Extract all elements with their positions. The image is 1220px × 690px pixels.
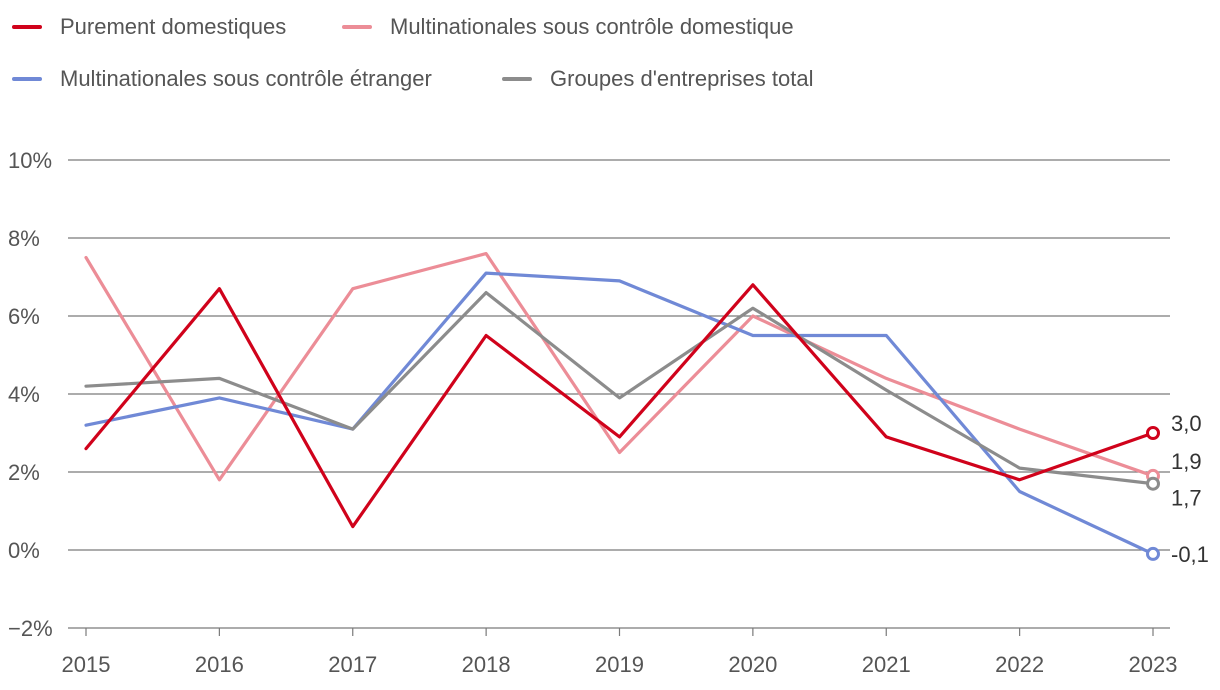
series-line-0 (84, 283, 1155, 529)
legend-label-groupes-entreprises-total: Groupes d'entreprises total (550, 66, 814, 91)
legend-item-multinationales-controle-domestique: Multinationales sous contrôle domestique (342, 14, 794, 40)
x-tick-label-2016: 2016 (195, 652, 244, 677)
end-label-0: 3,0 (1171, 411, 1202, 436)
x-axis-ticks: 2015 2016 2017 2018 2019 2020 2021 2022 2023 (62, 628, 1178, 677)
legend-item-groupes-entreprises-total: Groupes d'entreprises total (502, 66, 813, 92)
x-tick-label-2017: 2017 (328, 652, 377, 677)
end-label-2: -0,1 (1171, 542, 1209, 567)
y-tick-label-1: 8% (8, 226, 40, 251)
legend-label-multinationales-controle-domestique: Multinationales sous contrôle domestique (390, 14, 794, 39)
y-tick-label-4: 2% (8, 460, 40, 485)
end-marker-2 (1146, 546, 1160, 561)
x-tick-label-2020: 2020 (728, 652, 777, 677)
y-tick-label-5: 0% (8, 538, 40, 563)
series-line-1 (84, 252, 1155, 482)
legend-swatch-multinationales-controle-etranger (12, 77, 42, 81)
x-tick-label-2015: 2015 (62, 652, 111, 677)
x-tick-label-2019: 2019 (595, 652, 644, 677)
end-marker-3 (1146, 476, 1160, 491)
legend-swatch-purement-domestiques (12, 25, 42, 29)
end-label-1: 1,9 (1171, 449, 1202, 474)
series-line-2 (84, 271, 1155, 556)
y-axis-ticks: 10% 8% 6% 4% 2% 0% −2% (8, 148, 53, 641)
end-label-3: 1,7 (1171, 486, 1202, 511)
x-tick-label-2022: 2022 (995, 652, 1044, 677)
end-marker-0 (1146, 426, 1160, 440)
gridlines (68, 159, 1170, 629)
y-tick-label-0: 10% (8, 148, 52, 173)
series-lines (84, 252, 1160, 561)
legend-swatch-multinationales-controle-domestique (342, 25, 372, 29)
legend-item-multinationales-controle-etranger: Multinationales sous contrôle étranger (12, 66, 432, 92)
y-tick-label-2: 6% (8, 304, 40, 329)
y-tick-label-3: 4% (8, 382, 40, 407)
x-tick-label-2018: 2018 (462, 652, 511, 677)
x-tick-label-2023: 2023 (1129, 652, 1178, 677)
series-line-3 (84, 291, 1155, 486)
x-tick-label-2021: 2021 (862, 652, 911, 677)
legend-item-purement-domestiques: Purement domestiques (12, 14, 286, 40)
y-tick-label-6: −2% (8, 616, 53, 641)
legend-label-multinationales-controle-etranger: Multinationales sous contrôle étranger (60, 66, 432, 91)
end-labels: 3,0 1,9 -0,1 1,7 (1171, 411, 1209, 567)
legend-label-purement-domestiques: Purement domestiques (60, 14, 287, 39)
legend-swatch-groupes-entreprises-total (502, 77, 532, 81)
